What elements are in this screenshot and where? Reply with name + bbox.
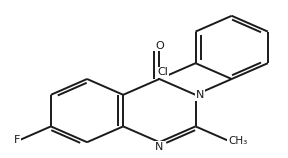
Text: N: N: [196, 90, 204, 100]
Text: O: O: [155, 41, 164, 51]
Text: CH₃: CH₃: [228, 136, 247, 146]
Text: Cl: Cl: [158, 67, 168, 77]
Text: N: N: [155, 142, 164, 152]
Text: F: F: [14, 135, 20, 145]
